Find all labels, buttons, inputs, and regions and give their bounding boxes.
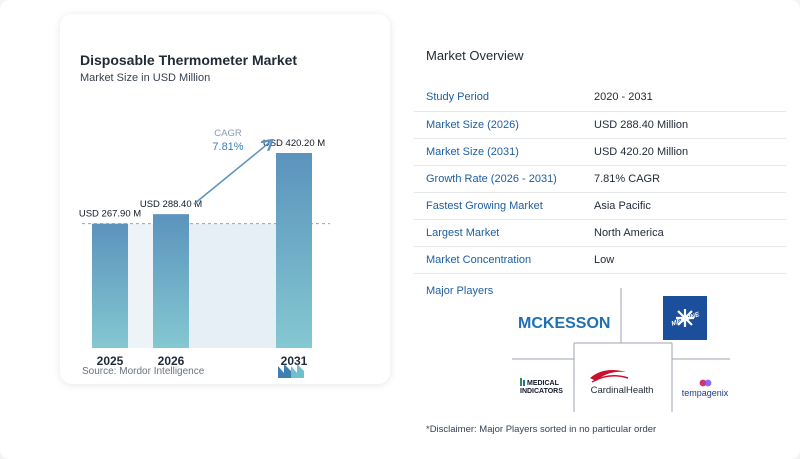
medline-logo: MEDLINE [663,296,707,340]
value-label-2026: USD 288.40 M [140,199,202,210]
metric-value: Low [580,246,786,274]
metric-key: Market Size (2026) [414,111,580,139]
cagr-label: CAGR [214,128,242,139]
cagr-arrow [193,142,270,205]
metric-row: Market Size (2026) USD 288.40 Million [414,111,786,139]
metric-row: Fastest Growing Market Asia Pacific [414,192,786,220]
metric-value: USD 420.20 Million [580,138,786,166]
bar-2031 [276,153,312,348]
medical-indicators-logo: MEDICAL INDICATORS [520,378,563,395]
x-tick-2031: 2031 [281,354,308,368]
metric-value: USD 288.40 Million [580,111,786,139]
metric-key: Market Concentration [414,246,580,274]
growth-band [189,223,276,348]
cardinal-health-logo: CardinalHealth [590,370,653,396]
metric-row: Market Concentration Low [414,246,786,274]
chart-subtitle: Market Size in USD Million [80,72,211,84]
x-tick-2025: 2025 [97,354,124,368]
market-overview: Market Overview Study Period 2020 - 2031 M… [414,0,800,459]
disclaimer: *Disclaimer: Major Players sorted in no … [426,424,657,435]
metric-value: 7.81% CAGR [580,165,786,193]
metric-row: Largest Market North America [414,219,786,247]
base-band [128,223,153,348]
metric-row: Study Period 2020 - 2031 [414,84,786,112]
tempagenix-logo: tempagenix [682,379,729,398]
metric-key: Largest Market [414,219,580,247]
mordor-logo-icon [278,364,304,378]
metric-key: Growth Rate (2026 - 2031) [414,165,580,193]
metric-key: Market Size (2031) [414,138,580,166]
metric-value: 2020 - 2031 [580,84,786,112]
chart-card: Disposable Thermometer Market Market Siz… [60,14,390,384]
x-tick-2026: 2026 [158,354,185,368]
major-players-title: Major Players [426,285,494,297]
source-label: Source: Mordor Intelligence [82,366,205,377]
tempagenix-text: tempagenix [682,388,729,398]
medical-indicators-line2: INDICATORS [520,388,563,395]
mckesson-text: MCKESSON [518,315,610,332]
overview-title: Market Overview [426,48,524,63]
chart-title: Disposable Thermometer Market [80,52,298,68]
value-label-2025: USD 267.90 M [79,209,141,220]
metric-key: Study Period [414,84,580,112]
bar-chart: USD 267.90 M 2025 USD 288.40 M 2026 USD 420.… [79,128,330,368]
major-players-grid: MCKESSON MEDLINE MEDICAL INDICATORS Car [512,288,730,412]
bar-2025 [92,223,128,348]
bar-2026 [153,214,189,348]
cagr-value: 7.81% [212,141,243,153]
metrics-table: Study Period 2020 - 2031 Market Size (2026… [414,84,786,274]
metric-value: Asia Pacific [580,192,786,220]
metric-key: Fastest Growing Market [414,192,580,220]
metric-value: North America [580,219,786,247]
metric-row: Market Size (2031) USD 420.20 Million [414,138,786,166]
mckesson-logo: MCKESSON [518,315,610,332]
value-label-2031: USD 420.20 M [263,138,325,149]
metric-row: Growth Rate (2026 - 2031) 7.81% CAGR [414,165,786,193]
cardinal-health-text: CardinalHealth [591,385,654,396]
medical-indicators-line1: MEDICAL [527,380,560,387]
